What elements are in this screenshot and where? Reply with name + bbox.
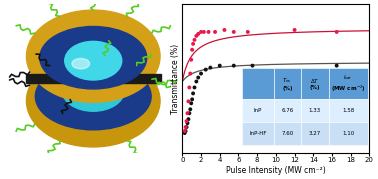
- Point: [190, 92, 196, 95]
- Point: [245, 30, 251, 33]
- Point: [193, 35, 199, 37]
- Point: [185, 100, 191, 103]
- Point: [184, 122, 191, 125]
- Point: [231, 64, 237, 67]
- Point: [187, 108, 193, 111]
- Point: [182, 130, 188, 132]
- Ellipse shape: [40, 26, 147, 89]
- Point: [231, 30, 237, 33]
- Point: [192, 38, 198, 41]
- Ellipse shape: [65, 41, 122, 80]
- X-axis label: Pulse Intensity (MW cm⁻²): Pulse Intensity (MW cm⁻²): [226, 166, 326, 175]
- Point: [186, 112, 192, 115]
- Y-axis label: Transmittance (%): Transmittance (%): [170, 43, 180, 114]
- Point: [183, 130, 189, 132]
- Point: [212, 30, 218, 33]
- Point: [190, 42, 196, 45]
- Point: [182, 132, 188, 134]
- Point: [291, 28, 297, 31]
- Point: [193, 80, 199, 83]
- Point: [198, 30, 204, 33]
- Point: [222, 28, 228, 31]
- Point: [249, 64, 256, 67]
- Point: [195, 32, 201, 35]
- Point: [184, 112, 191, 115]
- Point: [206, 30, 212, 33]
- Point: [334, 64, 340, 67]
- Point: [195, 76, 201, 79]
- Point: [188, 58, 194, 61]
- Point: [183, 120, 189, 123]
- Ellipse shape: [72, 59, 90, 69]
- Point: [208, 66, 214, 69]
- Ellipse shape: [36, 63, 151, 130]
- Point: [334, 30, 340, 33]
- Ellipse shape: [26, 10, 160, 102]
- Point: [192, 86, 198, 89]
- Point: [203, 68, 209, 71]
- Point: [217, 64, 223, 67]
- Point: [183, 126, 189, 129]
- Point: [183, 126, 189, 129]
- Ellipse shape: [62, 70, 124, 111]
- Point: [186, 86, 192, 89]
- Point: [188, 102, 194, 105]
- Point: [189, 98, 195, 101]
- Point: [201, 30, 207, 33]
- Point: [187, 72, 193, 75]
- Ellipse shape: [26, 55, 160, 147]
- Point: [189, 48, 195, 51]
- Point: [198, 72, 204, 75]
- Point: [185, 118, 191, 121]
- Bar: [26, 74, 161, 83]
